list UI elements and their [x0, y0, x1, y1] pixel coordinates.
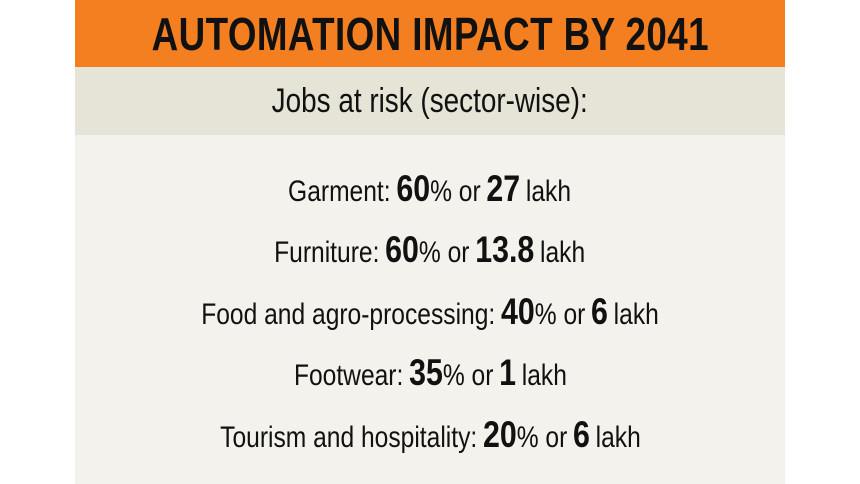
unit: lakh — [595, 420, 641, 454]
unit: lakh — [613, 297, 659, 331]
amount: 6 — [591, 290, 608, 332]
connector: % or — [516, 420, 567, 454]
percent: 35 — [408, 352, 443, 394]
row: Furniture: 60% or 13.8 lakh — [75, 220, 785, 282]
unit: lakh — [521, 359, 567, 393]
unit: lakh — [540, 236, 586, 270]
connector: % or — [430, 174, 482, 208]
infographic: AUTOMATION IMPACT BY 2041 Jobs at risk (… — [75, 0, 785, 484]
amount: 1 — [498, 352, 516, 394]
amount: 13.8 — [475, 229, 535, 271]
connector: % or — [442, 359, 493, 393]
connector: % or — [534, 297, 586, 331]
sector: Garment: — [288, 174, 392, 208]
title: AUTOMATION IMPACT BY 2041 — [151, 7, 709, 60]
unit: lakh — [526, 174, 572, 208]
row-text: Footwear: 35% or 1 lakh — [294, 352, 567, 394]
connector: % or — [419, 236, 470, 270]
sector: Furniture: — [274, 236, 380, 270]
subtitle-band: Jobs at risk (sector-wise): — [75, 67, 785, 135]
row-text: Garment: 60% or 27 lakh — [289, 168, 572, 210]
row-text: Tourism and hospitality: 20% or 6 lakh — [220, 414, 641, 456]
row: Tourism and hospitality: 20% or 6 lakh — [75, 404, 785, 466]
percent: 60 — [396, 167, 431, 209]
percent: 20 — [482, 413, 517, 455]
row: Food and agro-processing: 40% or 6 lakh — [75, 281, 785, 343]
percent: 60 — [385, 229, 420, 271]
amount: 27 — [486, 167, 521, 209]
subtitle: Jobs at risk (sector-wise): — [271, 81, 589, 120]
sector: Food and agro-processing: — [201, 297, 496, 331]
percent: 40 — [500, 290, 535, 332]
row-text: Furniture: 60% or 13.8 lakh — [274, 229, 585, 271]
sector: Tourism and hospitality: — [219, 420, 477, 454]
row: Garment: 60% or 27 lakh — [75, 158, 785, 220]
row: Footwear: 35% or 1 lakh — [75, 343, 785, 405]
sector: Footwear: — [293, 359, 403, 393]
amount: 6 — [572, 413, 590, 455]
row-list: Garment: 60% or 27 lakh Furniture: 60% or 13.8… — [75, 158, 785, 466]
header-band: AUTOMATION IMPACT BY 2041 — [75, 0, 785, 67]
row-text: Food and agro-processing: 40% or 6 lakh — [201, 291, 659, 333]
